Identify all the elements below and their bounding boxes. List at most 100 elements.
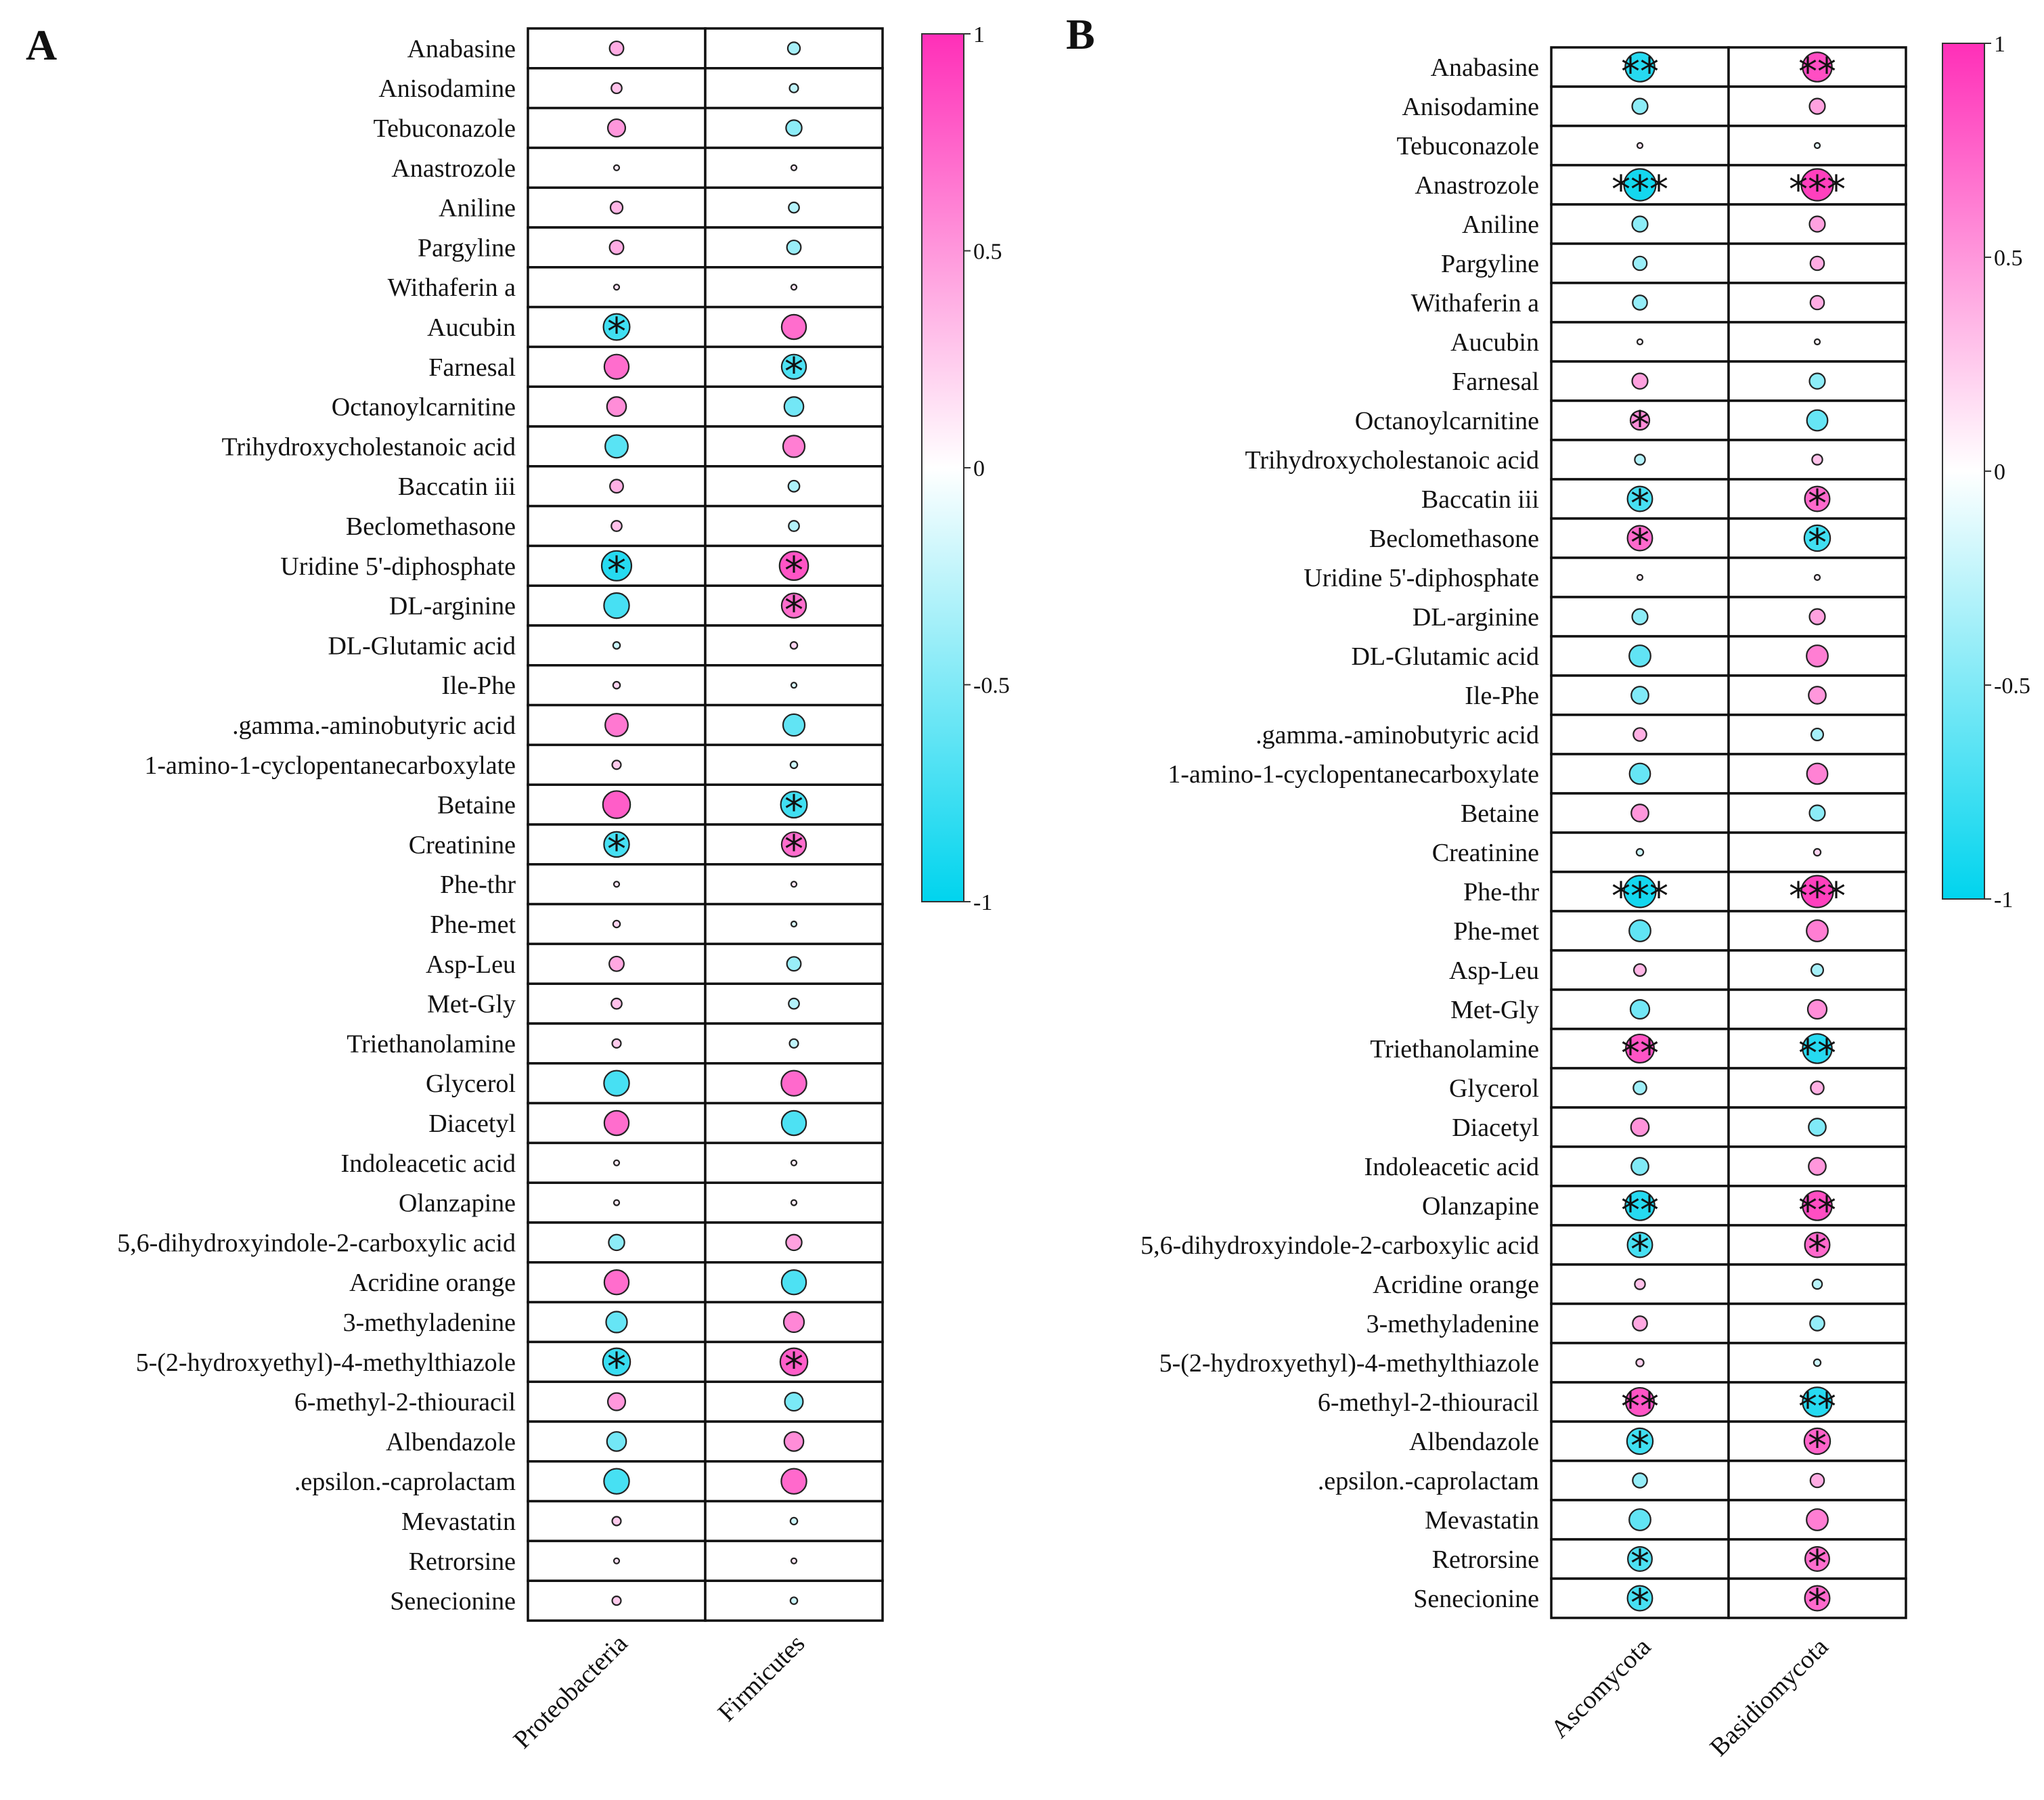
- correlation-circle: [786, 239, 802, 255]
- correlation-circle: [1802, 51, 1833, 83]
- row-label-pargyline: Pargyline: [418, 234, 516, 262]
- colorbar-tick-label: 1: [1994, 32, 2005, 57]
- colorbar: [1942, 43, 1985, 900]
- row-label-5-6-dihydroxyindole-2-carboxylic-acid: 5,6-dihydroxyindole-2-carboxylic acid: [117, 1229, 516, 1257]
- correlation-circle: [606, 1392, 627, 1411]
- row-label-beclomethasone: Beclomethasone: [1369, 525, 1539, 553]
- correlation-circle: [780, 1070, 807, 1097]
- row-label-aniline: Aniline: [1462, 211, 1539, 239]
- row-label-dl-arginine: DL-arginine: [1413, 603, 1539, 632]
- row-label-uridine-5-diphosphate: Uridine 5'-diphosphate: [1304, 564, 1539, 592]
- correlation-circle: [608, 40, 625, 56]
- row-label-farnesal: Farnesal: [428, 353, 516, 382]
- significance-stars: *: [1630, 1424, 1649, 1468]
- grid-cell: [1727, 1263, 1907, 1305]
- correlation-circle: [1634, 454, 1646, 466]
- correlation-circle: [603, 1110, 630, 1137]
- row-label-gamma-aminobutyric-acid: .gamma.-aminobutyric acid: [1256, 721, 1539, 749]
- colorbar-tick-label: 0.5: [1994, 246, 2023, 271]
- correlation-circle: [611, 1038, 622, 1049]
- correlation-circle: [1804, 1585, 1831, 1612]
- column-label-ascomycota: Ascomycota: [1545, 1633, 1656, 1744]
- correlation-circle: [1808, 1118, 1827, 1137]
- significance-stars: *: [1630, 403, 1649, 447]
- significance-stars: *: [784, 549, 803, 593]
- significance-stars: **: [1621, 1385, 1659, 1429]
- row-label-tebuconazole: Tebuconazole: [374, 114, 516, 143]
- correlation-circle: [603, 1070, 630, 1097]
- significance-stars: *: [1808, 482, 1827, 526]
- correlation-circle: [603, 1468, 630, 1495]
- row-label-farnesal: Farnesal: [1452, 368, 1539, 396]
- correlation-circle: [786, 41, 801, 56]
- row-label-indoleacetic-acid: Indoleacetic acid: [1364, 1153, 1539, 1181]
- significance-stars: **: [1798, 50, 1836, 94]
- correlation-circle: [1802, 1190, 1833, 1221]
- row-label-withaferin-a: Withaferin a: [1411, 289, 1540, 317]
- correlation-circle: [1635, 1358, 1645, 1367]
- row-label-aucubin: Aucubin: [1450, 328, 1539, 357]
- significance-stars: *: [1630, 1581, 1649, 1625]
- correlation-circle: [1810, 963, 1825, 978]
- correlation-circle: [780, 313, 807, 341]
- correlation-circle: [1632, 1472, 1648, 1489]
- column-label-proteobacteria: Proteobacteria: [508, 1629, 633, 1755]
- correlation-circle: [1806, 644, 1829, 667]
- row-label-betaine: Betaine: [1461, 799, 1539, 828]
- correlation-circle: [789, 1596, 799, 1605]
- correlation-circle: [789, 1516, 799, 1526]
- row-label-baccatin-iii: Baccatin iii: [1421, 485, 1539, 514]
- correlation-circle: [613, 164, 621, 171]
- correlation-circle: [790, 284, 798, 291]
- significance-stars: **: [1798, 1385, 1836, 1429]
- correlation-circle: [1635, 848, 1645, 857]
- correlation-circle: [1624, 1190, 1656, 1221]
- panel-letter: A: [26, 21, 57, 69]
- correlation-circle: [1632, 727, 1647, 742]
- correlation-circle: [790, 164, 798, 171]
- row-label-phe-thr: Phe-thr: [1463, 878, 1539, 906]
- correlation-circle: [1632, 1315, 1648, 1332]
- correlation-circle: [786, 956, 802, 972]
- significance-stars: *: [1808, 1424, 1827, 1468]
- correlation-circle: [1630, 1117, 1650, 1137]
- correlation-circle: [609, 200, 624, 215]
- correlation-circle: [612, 919, 621, 929]
- grid-cell: [704, 584, 884, 627]
- correlation-circle: [1813, 141, 1821, 150]
- correlation-circle: [779, 1347, 809, 1377]
- row-label-6-methyl-2-thiouracil: 6-methyl-2-thiouracil: [1318, 1388, 1539, 1417]
- correlation-circle: [1809, 255, 1825, 271]
- correlation-circle: [1630, 1157, 1649, 1176]
- correlation-circle: [1636, 573, 1644, 581]
- correlation-circle: [1626, 525, 1653, 552]
- correlation-circle: [1810, 727, 1825, 742]
- correlation-circle: [790, 920, 798, 928]
- correlation-circle: [783, 396, 805, 417]
- row-label-anabasine: Anabasine: [407, 35, 516, 63]
- correlation-circle: [603, 353, 630, 380]
- correlation-circle: [1806, 409, 1829, 432]
- row-label-senecionine: Senecionine: [1413, 1585, 1539, 1613]
- correlation-circle: [602, 790, 631, 819]
- correlation-circle: [780, 1110, 807, 1137]
- correlation-circle: [603, 1269, 630, 1296]
- correlation-circle: [788, 1038, 799, 1049]
- correlation-circle: [1806, 1508, 1829, 1531]
- correlation-circle: [787, 479, 801, 493]
- row-label-gamma-aminobutyric-acid: .gamma.-aminobutyric acid: [232, 711, 516, 740]
- significance-stars: *: [784, 1345, 803, 1389]
- row-label-diacetyl: Diacetyl: [428, 1110, 516, 1138]
- correlation-circle: [1632, 963, 1647, 978]
- significance-stars: *: [607, 827, 626, 871]
- row-label-octanoylcarnitine: Octanoylcarnitine: [332, 393, 516, 422]
- correlation-circle: [782, 1311, 805, 1334]
- row-label-5-6-dihydroxyindole-2-carboxylic-acid: 5,6-dihydroxyindole-2-carboxylic acid: [1140, 1231, 1539, 1260]
- colorbar-tick-label: -1: [1994, 887, 2013, 913]
- correlation-circle: [613, 1557, 621, 1564]
- correlation-circle: [1624, 1033, 1656, 1064]
- correlation-circle: [1636, 338, 1644, 346]
- correlation-circle: [603, 592, 630, 619]
- correlation-circle: [788, 201, 800, 214]
- row-label-phe-met: Phe-met: [430, 910, 516, 939]
